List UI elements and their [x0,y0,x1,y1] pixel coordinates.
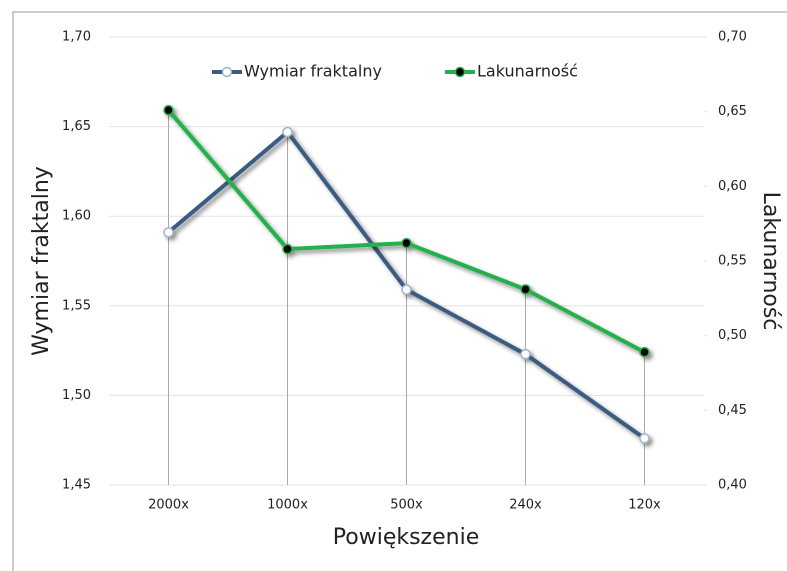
legend-text: Wymiar fraktalny [244,62,382,81]
marker [639,346,650,358]
y2-tick-label: 0,50 [718,328,747,343]
y-tick-label: 1,70 [62,30,91,45]
marker [282,243,293,255]
legend-text: Lakunarność [477,62,578,81]
x-axis-title: Powiększenie [333,525,479,550]
marker [163,227,174,238]
y2-tick-label: 0,60 [718,179,747,194]
legend-marker [221,66,233,78]
x-tick-label: 240x [509,498,542,513]
legend-marker [454,66,466,78]
y2-axis-title: Lakunarność [758,192,783,331]
y2-tick-label: 0,40 [718,478,747,493]
marker [282,126,293,138]
y2-tick-label: 0,55 [718,254,747,269]
x-tick-label: 1000x [267,498,308,513]
marker [639,433,650,444]
x-tick-label: 2000x [148,498,189,513]
y2-tick-label: 0,70 [718,30,747,45]
x-tick-label: 500x [390,498,423,513]
marker [163,104,174,116]
y2-tick-label: 0,65 [718,104,747,119]
y-tick-label: 1,45 [62,478,91,493]
y-tick-label: 1,50 [62,388,91,403]
y-tick-label: 1,65 [62,119,91,134]
y-tick-label: 1,60 [62,209,91,224]
marker [520,284,531,295]
y2-tick-label: 0,45 [718,403,747,418]
marker [401,284,412,295]
marker [520,348,531,360]
x-tick-label: 120x [628,498,661,513]
marker [401,237,412,249]
y-axis-title: Wymiar fraktalny [29,166,54,356]
y-tick-label: 1,55 [62,298,91,313]
frame [12,11,787,571]
series [163,104,650,358]
series [163,126,650,444]
